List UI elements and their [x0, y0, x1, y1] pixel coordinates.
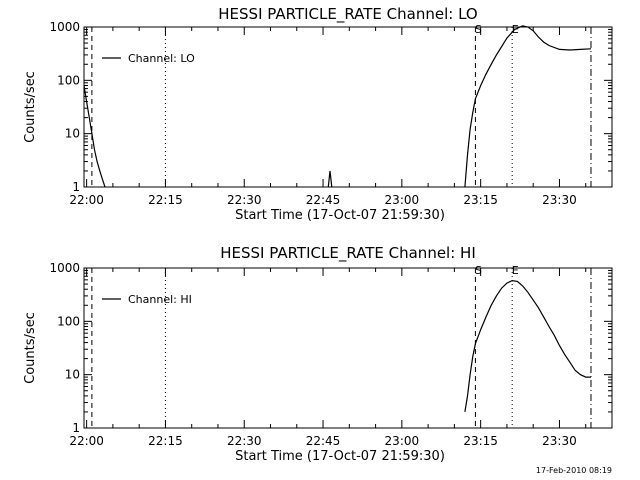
event-marker-label: S [475, 264, 482, 277]
y-tick-label: 1 [72, 180, 80, 194]
x-tick-label: 23:30 [542, 434, 577, 448]
x-tick-label: 22:00 [69, 193, 104, 207]
event-marker-label: S [475, 23, 482, 36]
chart-title: HESSI PARTICLE_RATE Channel: HI [220, 244, 476, 263]
y-axis-label: Counts/sec [23, 312, 38, 384]
x-tick-label: 23:15 [463, 434, 498, 448]
x-tick-label: 23:15 [463, 193, 498, 207]
x-tick-label: 23:00 [385, 193, 420, 207]
x-tick-label: 22:15 [148, 434, 183, 448]
y-tick-label: 1000 [49, 261, 80, 275]
y-tick-label: 10 [65, 127, 80, 141]
x-tick-label: 22:15 [148, 193, 183, 207]
y-tick-label: 100 [57, 73, 80, 87]
x-tick-label: 22:00 [69, 434, 104, 448]
chart-title: HESSI PARTICLE_RATE Channel: LO [218, 5, 477, 24]
x-tick-label: 23:30 [542, 193, 577, 207]
chart-panel-hi: HESSI PARTICLE_RATE Channel: HI 1 10 100 100… [23, 244, 613, 464]
y-tick-label: 100 [57, 314, 80, 328]
plot-frame [83, 26, 613, 188]
x-tick-label: 22:45 [306, 434, 341, 448]
y-tick-label: 10 [65, 368, 80, 382]
x-axis-label: Start Time (17-Oct-07 21:59:30) [235, 208, 445, 223]
y-tick-label: 1000 [49, 20, 80, 34]
legend-label: Channel: LO [128, 52, 195, 65]
figure-date-stamp: 17-Feb-2010 08:19 [536, 466, 612, 475]
event-marker-label: E [512, 264, 519, 277]
x-tick-label: 22:30 [227, 193, 262, 207]
legend-label: Channel: HI [128, 293, 192, 306]
y-axis-label: Counts/sec [23, 71, 38, 143]
series-line [464, 25, 592, 188]
plot-frame [83, 267, 613, 429]
series-line [464, 279, 591, 412]
x-tick-label: 23:00 [385, 434, 420, 448]
chart-panel-lo: HESSI PARTICLE_RATE Channel: LO 1 10 100 100… [23, 5, 613, 223]
series-line [327, 170, 333, 188]
x-axis-label: Start Time (17-Oct-07 21:59:30) [235, 449, 445, 464]
x-tick-label: 22:30 [227, 434, 262, 448]
x-tick-label: 22:45 [306, 193, 341, 207]
y-tick-label: 1 [72, 421, 80, 435]
series-line [83, 85, 106, 188]
